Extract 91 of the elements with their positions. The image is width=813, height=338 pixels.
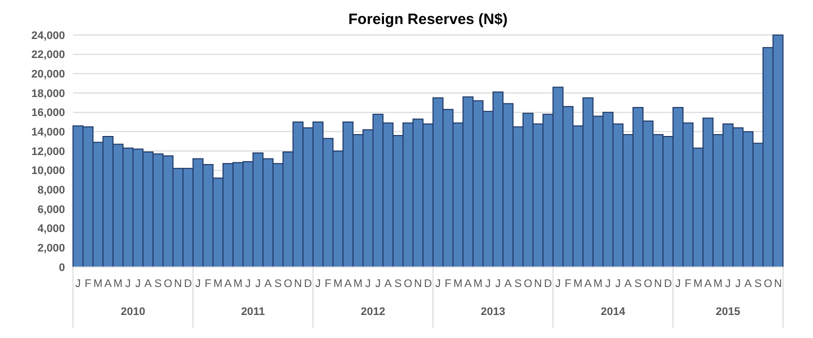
y-tick-label: 12,000 (31, 146, 65, 158)
x-tick-label: J (245, 278, 251, 290)
y-tick-label: 14,000 (31, 126, 65, 139)
text: 2010 (120, 306, 146, 318)
x-tick-label: F (684, 278, 692, 290)
x-tick-label: J (255, 278, 261, 290)
x-tick-label: M (573, 278, 583, 290)
x-tick-label: N (174, 278, 182, 290)
x-tick-label: J (495, 278, 501, 290)
x-tick-label: N (294, 278, 302, 290)
x-tick-label: O (164, 278, 173, 290)
x-tick-label: J (725, 278, 731, 290)
x-tick-label: J (125, 278, 131, 290)
x-tick-label: F (84, 278, 92, 290)
x-tick-label: N (534, 278, 542, 290)
x-tick-label: J (365, 278, 371, 290)
x-tick-label: A (744, 278, 752, 290)
x-tick-label: M (333, 278, 343, 290)
y-tick-label: 8,000 (37, 184, 65, 197)
x-tick-label: O (284, 278, 293, 290)
x-tick-label: O (404, 278, 413, 290)
x-tick-label: S (634, 278, 642, 290)
x-tick-label: S (394, 278, 402, 290)
x-tick-label: D (424, 278, 432, 290)
x-tick-label: J (75, 278, 81, 290)
x-tick-label: A (624, 278, 632, 290)
y-tick-label: 10,000 (31, 165, 65, 178)
x-tick-label: J (135, 278, 141, 290)
x-tick-label: M (693, 278, 703, 290)
x-tick-label: A (504, 278, 512, 290)
x-tick-label: J (195, 278, 201, 290)
x-tick-label: M (713, 278, 723, 290)
y-tick-label: 22,000 (31, 49, 65, 62)
x-tick-label: M (353, 278, 363, 290)
x-tick-label: F (324, 278, 332, 290)
y-tick-label: 0 (58, 262, 65, 274)
chart-title: Foreign Reserves (N$) (348, 11, 508, 28)
x-tick-label: M (233, 278, 243, 290)
y-tick-label: 2,000 (37, 242, 65, 255)
x-tick-label: J (735, 278, 741, 290)
x-tick-label: S (754, 278, 762, 290)
x-tick-label: N (654, 278, 662, 290)
x-tick-label: F (204, 278, 212, 290)
x-tick-label: D (304, 278, 312, 290)
y-tick-label: 24,000 (31, 30, 65, 42)
x-tick-label: M (113, 278, 123, 290)
x-tick-label: J (435, 278, 441, 290)
x-tick-label: A (464, 278, 472, 290)
x-tick-label: N (414, 278, 422, 290)
y-tick-label: 20,000 (31, 68, 65, 81)
y-tick-label: 6,000 (37, 204, 65, 216)
x-tick-label: S (514, 278, 522, 290)
x-tick-label: A (264, 278, 272, 290)
x-tick-label: A (344, 278, 352, 290)
x-tick-label: J (315, 278, 321, 290)
x-tick-label: M (453, 278, 463, 290)
x-tick-label: J (675, 278, 681, 290)
x-tick-label: J (555, 278, 561, 290)
y-tick-label: 18,000 (31, 88, 65, 100)
y-tick-label: 16,000 (31, 107, 65, 120)
x-tick-label: O (764, 278, 773, 290)
x-tick-label: N (774, 278, 782, 290)
x-tick-label: O (524, 278, 533, 290)
x-tick-label: J (615, 278, 621, 290)
x-tick-label: J (375, 278, 381, 290)
x-tick-label: M (93, 278, 103, 290)
x-tick-label: M (213, 278, 223, 290)
x-tick-label: O (644, 278, 653, 290)
x-tick-label: A (104, 278, 112, 290)
x-tick-label: M (593, 278, 603, 290)
x-tick-label: M (473, 278, 483, 290)
text: 2011 (241, 306, 265, 318)
x-tick-label: D (664, 278, 672, 290)
text: 2012 (360, 306, 386, 318)
x-tick-label: A (704, 278, 712, 290)
text: 2013 (480, 306, 506, 318)
x-tick-label: F (444, 278, 452, 290)
x-tick-label: A (224, 278, 232, 290)
y-tick-label: 4,000 (37, 223, 65, 236)
x-tick-label: J (485, 278, 491, 290)
x-tick-label: A (584, 278, 592, 290)
x-tick-label: D (184, 278, 192, 290)
text: 2015 (716, 306, 740, 318)
x-tick-label: S (154, 278, 162, 290)
x-tick-label: F (564, 278, 572, 290)
text: 2014 (600, 306, 626, 318)
x-tick-label: A (384, 278, 392, 290)
x-tick-label: S (274, 278, 282, 290)
x-tick-label: A (144, 278, 152, 290)
x-tick-label: J (605, 278, 611, 290)
x-tick-label: D (544, 278, 552, 290)
